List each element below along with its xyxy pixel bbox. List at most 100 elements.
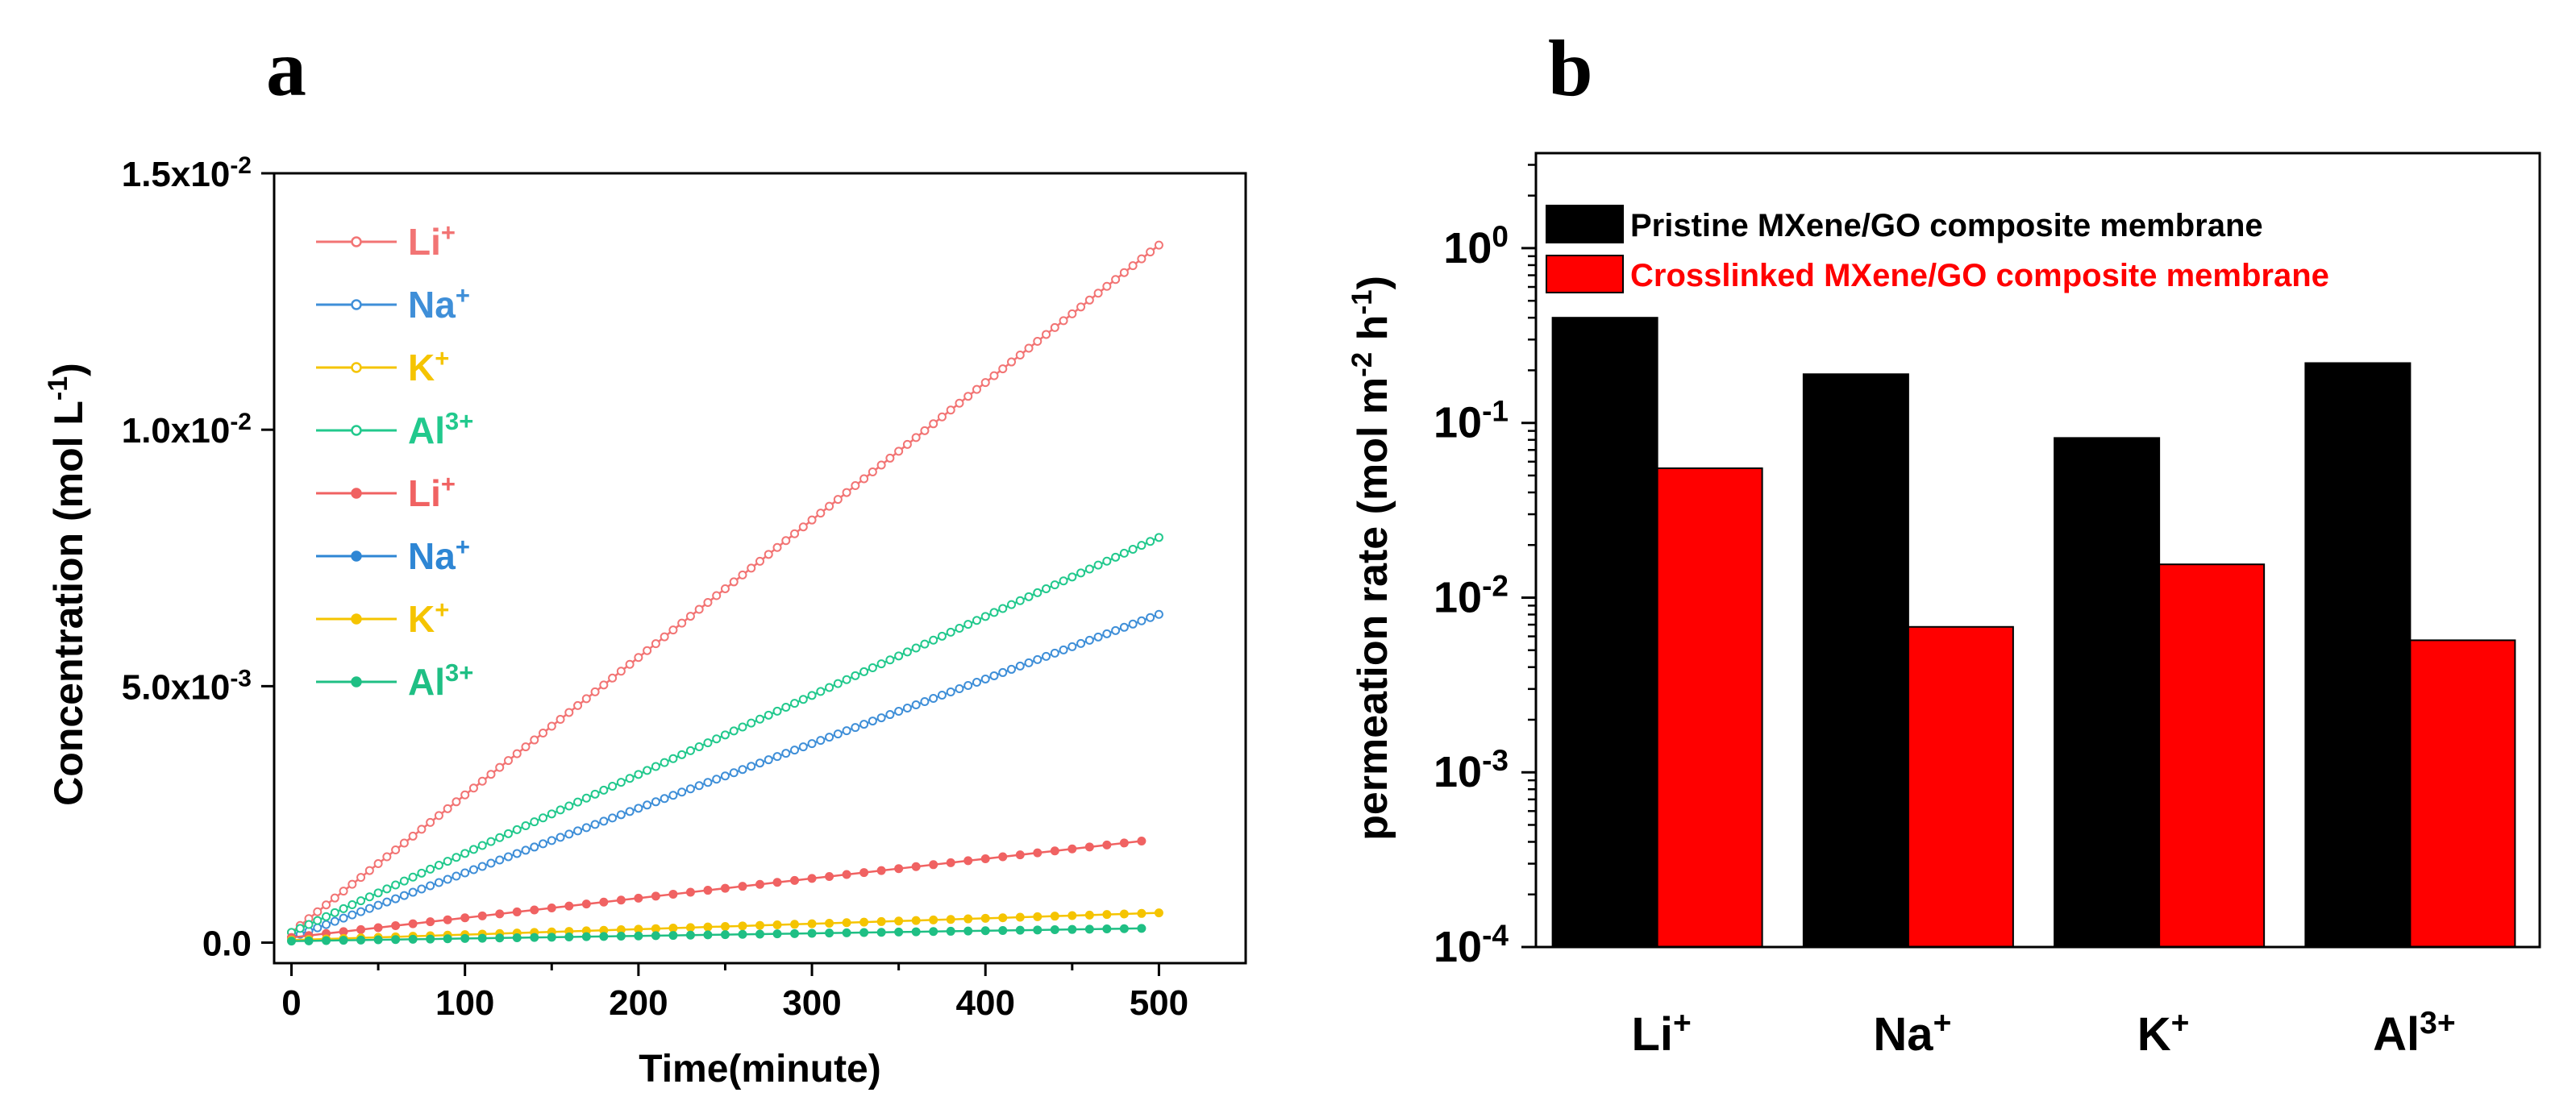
data-point (816, 509, 826, 518)
data-point (790, 529, 800, 538)
legend-label: K+ (408, 344, 449, 389)
data-point (816, 687, 826, 696)
y-axis-label: Concentration (mol L-1) (43, 363, 91, 806)
data-point (694, 781, 704, 791)
data-point (547, 809, 556, 819)
legend-label: Al3+ (408, 407, 473, 452)
data-point (807, 691, 817, 700)
data-point (764, 755, 773, 765)
x-tick-label: 0 (281, 983, 301, 1023)
data-point (581, 793, 591, 803)
data-point (972, 616, 981, 625)
data-point (790, 875, 800, 885)
data-point (946, 915, 955, 924)
data-point (703, 738, 713, 748)
data-point (720, 930, 730, 940)
data-point (495, 833, 505, 842)
data-point (539, 813, 548, 823)
legend-a: Li+ Na+ K+ Al3+ Li+ Na+ K+ Al3+ (316, 218, 473, 703)
data-point (842, 928, 851, 937)
data-point (868, 717, 877, 726)
data-point (539, 729, 548, 738)
data-point (530, 735, 539, 745)
data-point (755, 920, 764, 930)
data-point (468, 783, 478, 793)
legend-label: K+ (408, 596, 449, 641)
data-point (772, 920, 782, 929)
data-point (911, 927, 921, 937)
data-point (1015, 661, 1025, 671)
data-point (842, 870, 851, 879)
y-axis-label: permeation rate (mol m-2 h-1) (1346, 276, 1397, 841)
data-point (980, 913, 990, 923)
series-a-0 (287, 240, 1163, 937)
data-point (1084, 635, 1094, 645)
data-point (634, 931, 643, 941)
data-point (859, 917, 869, 927)
data-point (998, 852, 1008, 862)
data-point (356, 924, 366, 934)
panel-a-letter: a (266, 23, 306, 113)
data-point (547, 721, 556, 731)
data-point (685, 784, 695, 794)
data-point (287, 937, 297, 946)
data-point (408, 872, 418, 882)
data-point (417, 825, 427, 834)
legend-b: Pristine MXene/GO composite membrane Cros… (1546, 205, 2329, 293)
data-point (1050, 924, 1059, 934)
data-point (1015, 925, 1025, 935)
data-point (590, 820, 600, 829)
data-point (833, 495, 843, 505)
data-point (859, 720, 869, 729)
data-point (1093, 289, 1103, 298)
data-point (911, 643, 921, 653)
data-point (460, 913, 470, 923)
data-point (929, 860, 938, 870)
data-point (859, 474, 869, 484)
bar (2304, 362, 2412, 948)
data-point (477, 776, 487, 786)
data-point (373, 923, 383, 933)
data-point (634, 804, 643, 813)
data-point (1137, 836, 1147, 845)
data-point (356, 896, 366, 906)
series-a-1 (287, 609, 1163, 942)
data-point (1015, 351, 1025, 360)
data-point (643, 646, 652, 655)
data-point (1076, 302, 1086, 312)
data-point (876, 659, 886, 669)
data-point (477, 933, 487, 943)
data-point (347, 910, 357, 920)
data-point (521, 742, 531, 752)
data-point (373, 888, 383, 898)
data-point (1015, 596, 1025, 605)
data-point (1154, 908, 1163, 918)
data-point (980, 378, 990, 388)
data-point (703, 922, 713, 932)
data-point (1067, 924, 1077, 934)
data-point (859, 868, 869, 878)
bar (2409, 639, 2516, 948)
data-point (807, 739, 817, 749)
data-point (391, 921, 401, 931)
data-point (963, 926, 973, 936)
data-point (599, 816, 609, 826)
data-point (885, 710, 895, 720)
data-point (1093, 632, 1103, 642)
data-point (322, 912, 331, 921)
data-point (1050, 580, 1059, 590)
data-point (530, 933, 539, 942)
data-point (322, 900, 331, 910)
data-point (530, 905, 539, 915)
data-point (703, 930, 713, 940)
data-point (946, 627, 955, 637)
panel-b-letter: b (1548, 23, 1593, 113)
data-point (894, 864, 904, 874)
data-point (963, 392, 973, 401)
data-point (651, 797, 660, 807)
data-point (573, 797, 583, 807)
data-point (547, 836, 556, 845)
bar (2158, 563, 2266, 948)
data-point (643, 800, 652, 810)
data-point (330, 916, 339, 926)
